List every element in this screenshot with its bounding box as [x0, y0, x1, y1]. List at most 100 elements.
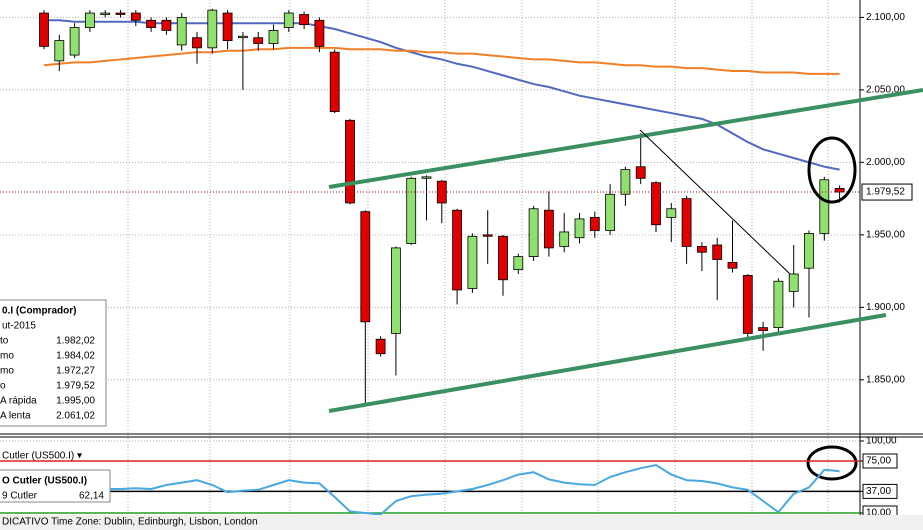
- candle-body: [283, 12, 294, 28]
- candle-body: [54, 40, 65, 62]
- candle-body: [130, 12, 141, 21]
- info-label: A lenta: [0, 411, 31, 422]
- candle-body: [574, 218, 585, 239]
- candle-body: [345, 119, 355, 204]
- info-rows: to 1.982,02 mo 1.984,02 mo 1.972,27 o 1.979,52 A…: [0, 336, 95, 422]
- info-value: 1.984,02: [56, 351, 95, 362]
- info-value: 1.995,00: [56, 396, 95, 407]
- info-value: 1.982,02: [56, 336, 95, 347]
- info-label: o: [0, 381, 6, 392]
- y-tick-label: 1.850,00: [866, 374, 905, 385]
- candle-body: [237, 35, 248, 39]
- y-tick-label: 10,00: [866, 508, 891, 519]
- info-label: A rápida: [0, 396, 37, 407]
- moving-average: [44, 19, 840, 171]
- candle-body: [39, 12, 49, 47]
- indicator-line: [44, 463, 840, 516]
- candle-body: [467, 235, 478, 289]
- price-panel: 2.100,00 2.050,00 2.000,00 1.950,00 1.900,00…: [0, 8, 913, 405]
- y-tick-label: 100,00: [866, 436, 897, 447]
- candle-body: [651, 182, 661, 226]
- candle-body: [773, 280, 784, 329]
- status-bar: [0, 515, 923, 530]
- indicator-panel: 100,00 75,00 37,00 10,00: [0, 436, 898, 521]
- info-label: mo: [0, 366, 14, 377]
- status-text: DICATIVO Time Zone: Dublin, Edinburgh, L…: [2, 517, 258, 528]
- candle-body: [222, 12, 233, 41]
- candle-body: [421, 176, 432, 179]
- candle-body: [727, 261, 738, 269]
- legend-value: 62,14: [79, 491, 104, 502]
- info-box: 0.I (Comprador) ut-2015 to 1.982,02 mo 1.98…: [0, 299, 107, 427]
- candle-body: [360, 211, 371, 323]
- candle-body: [834, 188, 845, 193]
- candle-body: [513, 256, 524, 271]
- info-value: 1.972,27: [56, 366, 95, 377]
- info-label: mo: [0, 351, 14, 362]
- indicator-legend: O Cutler (US500.I) 9 Cutler 62,14: [0, 469, 111, 503]
- legend-entry: 9 Cutler: [2, 491, 38, 502]
- candle-body: [742, 275, 753, 334]
- tick-box: [862, 453, 898, 469]
- candle-body: [406, 177, 417, 244]
- y-tick-label: 37,00: [866, 486, 891, 497]
- candle-body: [176, 16, 187, 46]
- candle-body: [161, 19, 172, 31]
- candle-body: [482, 234, 493, 237]
- candle-body: [620, 169, 631, 195]
- candle-body: [452, 209, 463, 291]
- candle-body: [268, 30, 279, 44]
- info-value: 1.979,52: [56, 381, 95, 392]
- info-label: to: [0, 336, 9, 347]
- trend-line: [328, 313, 887, 413]
- indicator-legend-frame: [0, 469, 111, 503]
- candle-body: [819, 179, 830, 234]
- candle-body: [299, 14, 310, 26]
- candle-body: [207, 9, 218, 49]
- highlight-circle: [807, 136, 857, 204]
- info-box-frame: [0, 299, 107, 427]
- indicator-legend-title: O Cutler (US500.I): [2, 476, 87, 487]
- candle-body: [528, 208, 539, 257]
- candle-body: [559, 231, 570, 247]
- y-tick-label: 2.100,00: [866, 12, 905, 23]
- candle-body: [253, 37, 264, 44]
- info-date: ut-2015: [2, 321, 36, 332]
- current-price-box: [861, 183, 913, 201]
- candle-body: [100, 12, 111, 15]
- y-tick-label: 1.900,00: [866, 302, 905, 313]
- candle-body: [758, 327, 768, 331]
- candle-body: [635, 166, 646, 179]
- info-title: 0.I (Comprador): [2, 306, 76, 317]
- candle-body: [329, 51, 340, 113]
- vertical-grid: [127, 0, 829, 515]
- info-value: 2.061,02: [56, 411, 95, 422]
- candle-body: [681, 198, 692, 247]
- candle-body: [544, 209, 554, 249]
- y-tick-label: 2.050,00: [866, 85, 905, 96]
- candle-body: [115, 12, 126, 15]
- moving-average: [43, 46, 840, 75]
- candle-body: [375, 338, 386, 355]
- candle-body: [605, 193, 615, 231]
- trend-line: [328, 88, 923, 189]
- candle-body: [85, 12, 95, 28]
- candle-body: [146, 19, 157, 28]
- candle-body: [712, 244, 723, 260]
- candle-body: [69, 27, 80, 56]
- candle-body: [589, 217, 600, 231]
- y-tick-label: 2.000,00: [866, 157, 905, 168]
- tick-box: [862, 483, 898, 499]
- candle-body: [192, 37, 202, 49]
- candle-body: [804, 232, 814, 269]
- candle-body: [788, 273, 799, 292]
- drawn-line: [639, 129, 791, 275]
- candle-body: [314, 19, 325, 47]
- current-price-label: 1.979,52: [866, 187, 905, 198]
- candle-body: [666, 208, 677, 218]
- y-tick-label: 1.950,00: [866, 229, 905, 240]
- highlight-circle: [806, 445, 858, 481]
- y-tick-label: 75,00: [866, 456, 891, 467]
- candle-body: [390, 247, 401, 334]
